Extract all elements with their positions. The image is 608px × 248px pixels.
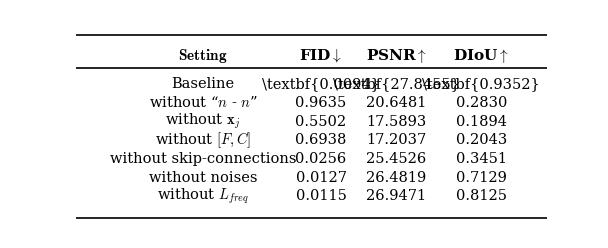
Text: 0.7129: 0.7129 [456, 171, 506, 185]
Text: 0.5502: 0.5502 [295, 115, 347, 129]
Text: 17.5893: 17.5893 [366, 115, 427, 129]
Text: without skip-connections: without skip-connections [110, 152, 297, 166]
Text: DIoU$\uparrow$: DIoU$\uparrow$ [454, 47, 509, 64]
Text: without noises: without noises [149, 171, 257, 185]
Text: Baseline: Baseline [171, 77, 235, 91]
Text: PSNR$\uparrow$: PSNR$\uparrow$ [366, 47, 427, 64]
Text: 0.1894: 0.1894 [456, 115, 506, 129]
Text: \textbf{0.0094}: \textbf{0.0094} [262, 77, 380, 91]
Text: 26.4819: 26.4819 [366, 171, 427, 185]
Text: 17.2037: 17.2037 [366, 133, 427, 147]
Text: without “$n$ - $n$”: without “$n$ - $n$” [149, 95, 258, 110]
Text: 20.6481: 20.6481 [366, 96, 427, 110]
Text: without $[F, C]$: without $[F, C]$ [155, 130, 251, 150]
Text: 0.2830: 0.2830 [455, 96, 507, 110]
Text: without $L_{freq}$: without $L_{freq}$ [157, 187, 249, 206]
Text: 0.0127: 0.0127 [295, 171, 347, 185]
Text: 0.8125: 0.8125 [456, 189, 506, 203]
Text: without $\mathbf{x}_j$: without $\mathbf{x}_j$ [165, 112, 241, 131]
Text: \textbf{27.8455}: \textbf{27.8455} [333, 77, 460, 91]
Text: 0.9635: 0.9635 [295, 96, 347, 110]
Text: 26.9471: 26.9471 [367, 189, 426, 203]
Text: FID$\downarrow$: FID$\downarrow$ [299, 47, 343, 64]
Text: 0.0256: 0.0256 [295, 152, 347, 166]
Text: 0.0115: 0.0115 [295, 189, 347, 203]
Text: 25.4526: 25.4526 [366, 152, 427, 166]
Text: \textbf{0.9352}: \textbf{0.9352} [423, 77, 540, 91]
Text: $\mathbf{Setting}$: $\mathbf{Setting}$ [178, 47, 228, 64]
Text: 0.6938: 0.6938 [295, 133, 347, 147]
Text: 0.3451: 0.3451 [456, 152, 506, 166]
Text: 0.2043: 0.2043 [455, 133, 507, 147]
